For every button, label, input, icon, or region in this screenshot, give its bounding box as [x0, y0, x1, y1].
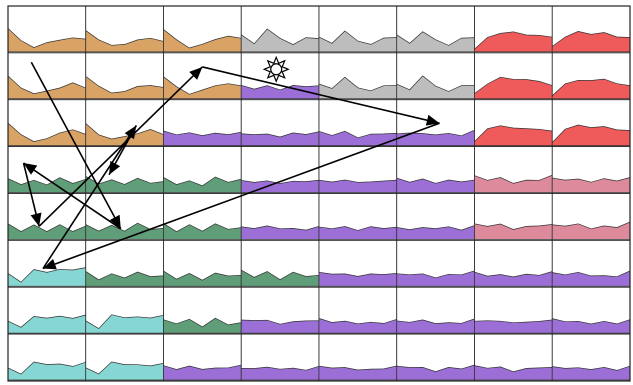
cell-r3c6 — [474, 146, 553, 194]
flow-arrow — [108, 125, 137, 176]
cell-r7c2 — [163, 333, 242, 382]
cell-r3c4 — [318, 146, 398, 194]
flow-arrow — [23, 162, 122, 230]
cell-r7c4 — [318, 333, 398, 382]
cell-r7c5 — [396, 333, 475, 382]
cell-r5c5 — [396, 239, 475, 288]
cell-r1c1 — [85, 52, 164, 101]
cell-r0c6 — [474, 5, 553, 54]
cell-r3c7 — [551, 146, 631, 194]
cell-r7c1 — [85, 333, 164, 382]
cell-r6c6 — [474, 286, 553, 335]
cell-r3c3 — [240, 146, 320, 194]
cell-r0c2 — [163, 5, 242, 54]
cell-r4c5 — [396, 193, 475, 241]
cell-r6c1 — [85, 286, 164, 335]
cell-r0c0 — [7, 5, 87, 54]
cell-r0c3 — [240, 5, 320, 54]
cell-r5c4 — [318, 239, 398, 288]
sun-icon — [262, 55, 290, 83]
cell-r2c4 — [318, 99, 398, 148]
cell-r5c6 — [474, 239, 553, 288]
cell-r7c7 — [551, 333, 631, 382]
cell-r1c4 — [318, 52, 398, 101]
cell-r2c3 — [240, 99, 320, 148]
cell-r5c3 — [240, 239, 320, 288]
cell-r2c5 — [396, 99, 475, 148]
cell-r6c5 — [396, 286, 475, 335]
cell-r4c7 — [551, 193, 631, 241]
cell-r2c2 — [163, 99, 242, 148]
cell-r3c0 — [7, 146, 87, 194]
cell-r2c6 — [474, 99, 553, 148]
cell-r4c4 — [318, 193, 398, 241]
cell-r7c3 — [240, 333, 320, 382]
cell-r2c0 — [7, 99, 87, 148]
cell-r4c0 — [7, 193, 87, 241]
cell-r0c5 — [396, 5, 475, 54]
cell-r1c6 — [474, 52, 553, 101]
cell-layer — [7, 5, 631, 382]
cell-r0c1 — [85, 5, 164, 54]
cell-r2c1 — [85, 99, 164, 148]
flow-arrow — [202, 66, 440, 126]
cell-r2c7 — [551, 99, 631, 148]
cell-r4c6 — [474, 193, 553, 241]
sun-core — [270, 63, 283, 76]
cell-r4c3 — [240, 193, 320, 241]
cell-r0c7 — [551, 5, 631, 54]
flow-arrow — [22, 162, 42, 227]
cell-r3c2 — [163, 146, 242, 194]
cell-r6c3 — [240, 286, 320, 335]
cell-r7c0 — [7, 333, 87, 382]
cell-r6c0 — [7, 286, 87, 335]
arrow-layer — [22, 61, 440, 270]
cell-r3c5 — [396, 146, 475, 194]
flow-arrow — [42, 122, 440, 270]
cell-r6c7 — [551, 286, 631, 335]
cell-r5c7 — [551, 239, 631, 288]
cell-r7c6 — [474, 333, 553, 382]
cell-r5c1 — [85, 239, 164, 288]
cell-r6c4 — [318, 286, 398, 335]
cell-r5c2 — [163, 239, 242, 288]
cell-r6c2 — [163, 286, 242, 335]
cell-r0c4 — [318, 5, 398, 54]
grid-border — [7, 5, 631, 382]
flow-arrow — [30, 61, 122, 230]
flow-arrow — [38, 66, 203, 227]
flow-arrow — [42, 125, 137, 269]
cell-r1c5 — [396, 52, 475, 101]
cell-r4c1 — [85, 193, 164, 241]
cell-r1c7 — [551, 52, 631, 101]
